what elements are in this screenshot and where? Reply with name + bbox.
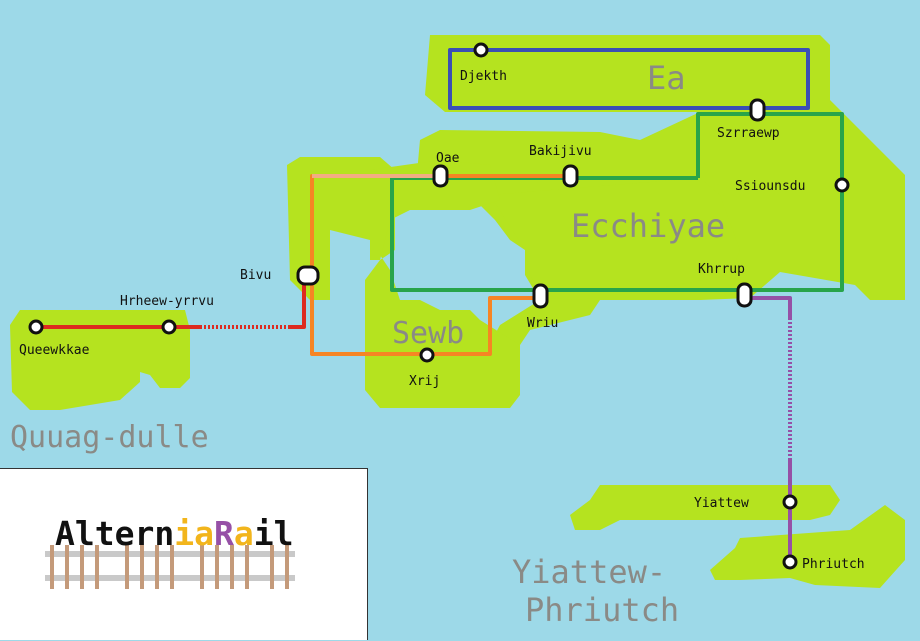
station-marker-szrraewp[interactable] [749,98,766,122]
station-marker-queewkkae[interactable] [28,319,44,335]
station-marker-bivu[interactable] [296,265,320,286]
stations-layer [28,42,850,570]
station-marker-khrrup[interactable] [736,282,753,308]
logo-text: AlterniaRail [55,514,293,553]
logo-part-ia: ia [174,514,214,553]
island-sewb-north-arm [370,160,500,260]
region-quuag: Quuag-dulle [10,420,209,455]
label-wriu: Wriu [527,316,558,331]
region-labels: Ea Ecchiyae Sewb Quuag-dulle Yiattew- Ph… [10,59,725,629]
logo-panel: AlterniaRail [0,468,368,640]
station-marker-hrheew[interactable] [161,319,177,335]
station-marker-djekth[interactable] [473,42,489,58]
island-ecchiyae-peninsula [490,178,740,300]
station-marker-phriutch[interactable] [782,554,798,570]
label-oae: Oae [436,151,460,166]
region-yiattew-line1: Yiattew- [512,553,666,591]
alterniarail-logo: AlterniaRail [45,514,295,589]
label-khrrup: Khrrup [698,262,745,277]
island-sewb [287,157,520,408]
logo-part-r: R [214,514,234,553]
line-red-link[interactable] [290,276,306,329]
station-marker-yiattew[interactable] [782,494,798,510]
label-hrheew: Hrheew-yrrvu [120,294,214,309]
logo-part-a: a [234,514,254,553]
label-szrraewp: Szrraewp [717,126,780,141]
logo-part-il: il [254,514,294,553]
island-phriutch [710,505,905,588]
region-sewb: Sewb [392,316,464,351]
island-quuag [10,310,190,410]
island-yiattew [570,485,840,530]
label-yiattew: Yiattew [694,496,749,511]
line-blue[interactable] [448,48,810,110]
label-xrij: Xrij [409,374,440,389]
station-marker-ssiounsdu[interactable] [834,177,850,193]
station-marker-xrij[interactable] [419,347,435,363]
region-ecchiyae: Ecchiyae [571,207,725,245]
rail-track-icon [45,545,295,589]
line-purple[interactable] [745,296,792,318]
logo-part-altern: Altern [55,514,174,553]
station-labels: Djekth Szrraewp Ssiounsdu Oae Bakijivu B… [19,69,865,572]
label-ssiounsdu: Ssiounsdu [735,179,805,194]
label-bakijivu: Bakijivu [529,144,592,159]
region-ea: Ea [647,59,686,97]
station-marker-wriu[interactable] [532,283,549,309]
label-bivu: Bivu [240,268,271,283]
label-queewkkae: Queewkkae [19,343,90,358]
station-marker-oae[interactable] [432,164,449,188]
label-phriutch: Phriutch [802,557,865,572]
label-djekth: Djekth [460,69,507,84]
region-yiattew-line2: Phriutch [525,591,679,629]
station-marker-bakijivu[interactable] [562,164,579,188]
